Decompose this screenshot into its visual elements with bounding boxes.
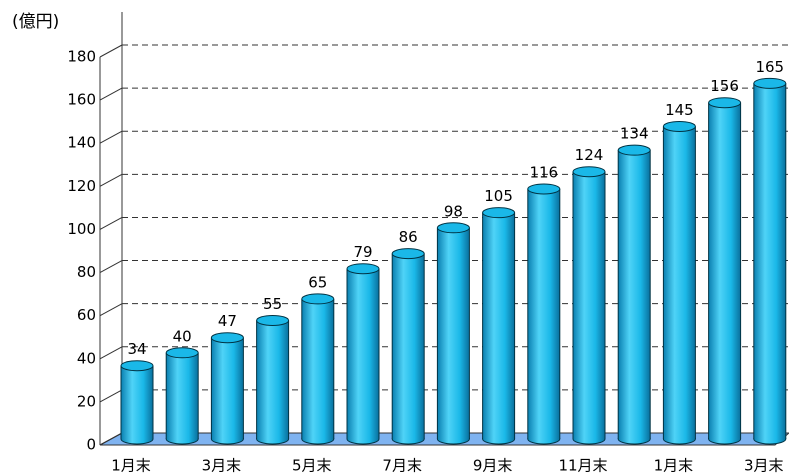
bar-part bbox=[572, 166, 606, 178]
bar bbox=[165, 347, 199, 445]
y-tick-label: 100 bbox=[67, 220, 96, 238]
tick-mark bbox=[99, 173, 123, 187]
bar-part bbox=[121, 365, 153, 439]
y-tick-label: 180 bbox=[67, 48, 96, 66]
bar-part bbox=[618, 150, 651, 439]
bar-part bbox=[165, 347, 199, 359]
bar-part bbox=[436, 222, 470, 234]
data-label: 47 bbox=[218, 312, 237, 330]
y-tick-label: 0 bbox=[86, 436, 96, 454]
data-label: 156 bbox=[710, 77, 739, 95]
bar-part bbox=[211, 337, 244, 439]
data-label: 165 bbox=[755, 58, 784, 76]
bar-part bbox=[392, 253, 425, 439]
tick-mark bbox=[99, 389, 123, 403]
data-label: 124 bbox=[575, 146, 604, 164]
data-label: 145 bbox=[665, 101, 694, 119]
x-tick-label: 1月末 bbox=[654, 457, 694, 475]
bar-part bbox=[527, 188, 560, 439]
bar-part bbox=[256, 320, 289, 439]
y-tick-label: 20 bbox=[77, 392, 96, 410]
bar bbox=[436, 222, 470, 445]
bar-part bbox=[210, 332, 244, 344]
data-label: 40 bbox=[173, 327, 192, 345]
bar-part bbox=[482, 207, 516, 219]
y-axis-label: (億円) bbox=[12, 12, 59, 32]
tick-mark bbox=[99, 260, 123, 273]
bar-part bbox=[708, 97, 742, 109]
bar-part bbox=[617, 144, 651, 156]
bar bbox=[391, 248, 425, 445]
bar bbox=[753, 77, 787, 445]
tick-mark bbox=[99, 432, 123, 446]
bar bbox=[482, 207, 516, 445]
y-tick-label: 120 bbox=[67, 177, 96, 195]
bar-part bbox=[256, 314, 290, 326]
y-tick-label: 140 bbox=[67, 134, 96, 152]
bar-part bbox=[437, 227, 470, 439]
bar bbox=[210, 332, 244, 445]
bar-part bbox=[753, 83, 786, 439]
x-tick-label: 11月末 bbox=[558, 457, 607, 475]
y-tick-label: 60 bbox=[77, 306, 96, 324]
tick-mark bbox=[99, 346, 123, 360]
data-label: 105 bbox=[484, 187, 513, 205]
data-label: 134 bbox=[620, 125, 649, 143]
x-tick-label: 3月末 bbox=[744, 457, 784, 475]
bar bbox=[346, 263, 380, 445]
bar-part bbox=[482, 212, 515, 439]
bar-part bbox=[120, 360, 154, 372]
data-label: 98 bbox=[444, 202, 463, 220]
bar-part bbox=[391, 248, 425, 260]
data-label: 79 bbox=[353, 243, 372, 261]
bar-part bbox=[301, 293, 335, 305]
bar-part bbox=[347, 268, 379, 439]
tick-mark bbox=[99, 217, 123, 230]
tick-mark bbox=[99, 303, 123, 317]
bar bbox=[617, 144, 651, 445]
bar-part bbox=[527, 183, 561, 195]
bar-part bbox=[573, 171, 605, 439]
bar-part bbox=[346, 263, 380, 275]
bar bbox=[256, 314, 290, 445]
bar bbox=[301, 293, 335, 445]
data-label: 34 bbox=[127, 340, 146, 358]
bar-part bbox=[662, 120, 696, 132]
bar-part bbox=[753, 77, 787, 89]
bar-part bbox=[166, 352, 199, 439]
x-tick-label: 5月末 bbox=[292, 457, 332, 475]
x-tick-label: 9月末 bbox=[473, 457, 513, 475]
tick-mark bbox=[99, 130, 123, 144]
x-tick-label: 7月末 bbox=[382, 457, 422, 475]
bar-part bbox=[663, 126, 696, 439]
bar bbox=[120, 360, 154, 445]
x-tick-label: 1月末 bbox=[111, 457, 151, 475]
bar bbox=[527, 183, 561, 445]
bar bbox=[572, 166, 606, 445]
y-tick-label: 160 bbox=[67, 91, 96, 109]
y-tick-label: 40 bbox=[77, 349, 96, 367]
data-label: 116 bbox=[529, 163, 558, 181]
x-tick-label: 3月末 bbox=[202, 457, 242, 475]
bar bbox=[662, 120, 696, 445]
data-label: 65 bbox=[308, 273, 327, 291]
bar bbox=[708, 97, 742, 445]
data-label: 86 bbox=[399, 228, 418, 246]
bar-part bbox=[708, 102, 741, 439]
bar-part bbox=[301, 298, 334, 439]
data-label: 55 bbox=[263, 295, 282, 313]
y-tick-label: 80 bbox=[77, 263, 96, 281]
tick-mark bbox=[99, 87, 123, 101]
tick-mark bbox=[99, 44, 123, 58]
